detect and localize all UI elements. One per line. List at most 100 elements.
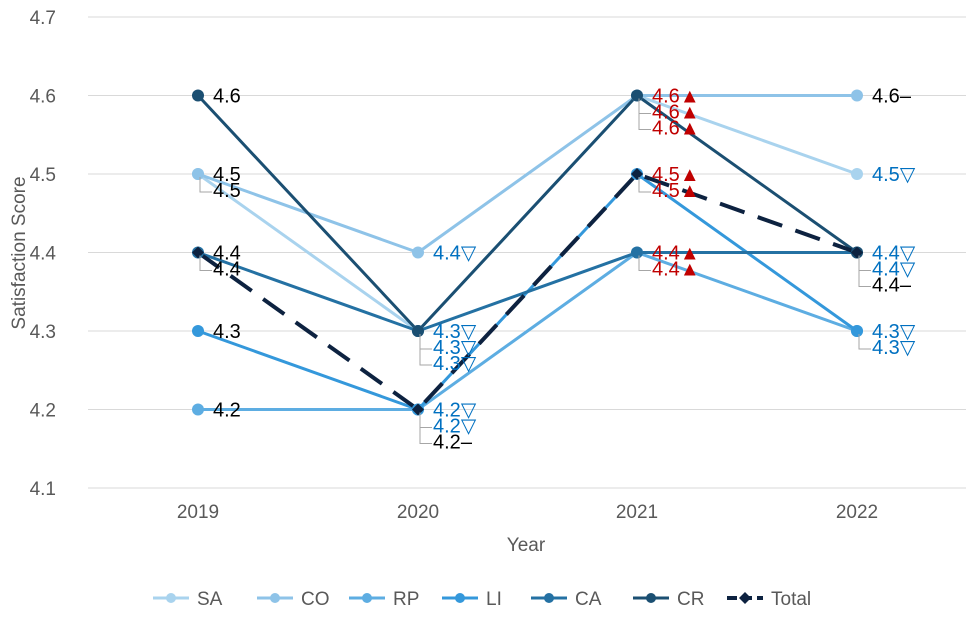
legend-swatch-marker [166, 593, 176, 603]
y-tick-label: 4.3 [30, 322, 56, 343]
data-label-value: 4.4 [213, 259, 241, 281]
legend-label: Total [771, 589, 811, 610]
y-tick-label: 4.1 [30, 479, 56, 500]
data-point [192, 325, 204, 337]
data-label-value: 4.6 [213, 86, 241, 108]
trend-symbol: ▲ [680, 243, 700, 265]
trend-symbol: ▽ [900, 337, 916, 359]
data-label: 4.6– [872, 86, 912, 108]
legend-swatch-marker [646, 593, 656, 603]
data-label-value: 4.3 [213, 321, 241, 343]
data-label: 4.6▲ [652, 86, 700, 108]
data-point [192, 403, 204, 416]
data-label: 4.6▲ [652, 118, 700, 140]
data-label-value: 4.3 [872, 321, 900, 343]
data-label: 4.2▽ [433, 400, 477, 422]
y-axis-ticks: 4.1 4.2 4.3 4.4 4.5 4.6 4.7 [30, 8, 57, 500]
leader-line [858, 255, 871, 271]
data-label-value: 4.5 [652, 180, 680, 202]
y-axis-title: Satisfaction Score [9, 176, 30, 329]
data-label-value: 4.3 [433, 337, 461, 359]
data-label-value: 4.4 [652, 243, 680, 265]
data-label: 4.4▽ [433, 243, 477, 265]
data-label: 4.4 [213, 243, 241, 265]
trend-symbol: ▽ [900, 243, 916, 265]
data-label: 4.3▽ [872, 321, 916, 343]
data-label: 4.5▽ [872, 164, 916, 186]
y-tick-label: 4.6 [30, 87, 56, 108]
data-point [851, 325, 863, 337]
series-line-rp [198, 251, 858, 411]
trend-symbol: ▽ [461, 321, 477, 343]
legend-label: CR [677, 589, 704, 610]
trend-symbol: – [900, 86, 912, 108]
leader-line [858, 334, 871, 350]
series-line-total [196, 172, 858, 412]
y-tick-label: 4.5 [30, 165, 56, 186]
series-lines [196, 94, 858, 412]
data-label-value: 4.5 [872, 164, 900, 186]
data-label-value: 4.6 [652, 118, 680, 140]
data-point [412, 246, 424, 259]
data-label-value: 4.6 [652, 86, 680, 108]
y-tick-label: 4.7 [30, 8, 56, 29]
data-label: 4.5 [213, 164, 241, 186]
data-label-value: 4.4 [652, 259, 680, 281]
legend-label: RP [393, 589, 419, 610]
trend-symbol: ▲ [680, 164, 700, 186]
data-label: 4.5▲ [652, 164, 700, 186]
data-point [631, 168, 643, 180]
legend-item-rp: RP [349, 589, 419, 610]
data-label: 4.4▽ [872, 259, 916, 281]
data-label: 4.5▲ [652, 180, 700, 202]
data-label: 4.4▲ [652, 259, 700, 281]
data-point [631, 246, 643, 259]
data-label-value: 4.6 [872, 86, 900, 108]
trend-symbol: ▽ [461, 400, 477, 422]
data-point [192, 168, 204, 180]
data-label-value: 4.2 [433, 400, 461, 422]
trend-symbol: ▲ [680, 259, 700, 281]
legend-swatch-marker [544, 593, 554, 603]
data-labels: 4.54.54.24.34.44.44.64.3▽4.3▽4.3▽4.4▽4.2… [199, 86, 916, 454]
y-tick-label: 4.4 [30, 244, 57, 265]
data-label: 4.6 [213, 86, 241, 108]
data-label-value: 4.4 [872, 259, 900, 281]
trend-symbol: ▽ [900, 164, 916, 186]
trend-symbol: – [461, 432, 473, 454]
legend-item-ca: CA [531, 589, 602, 610]
data-label: 4.4▲ [652, 243, 700, 265]
leader-line [858, 255, 871, 287]
data-label-value: 4.5 [652, 164, 680, 186]
leader-line [638, 255, 651, 271]
data-label-value: 4.2 [213, 400, 241, 422]
legend-swatch-marker [362, 593, 372, 603]
data-label: 4.2– [433, 432, 473, 454]
legend-label: CO [301, 589, 330, 610]
data-point [851, 168, 863, 180]
trend-symbol: ▽ [461, 243, 477, 265]
data-label-value: 4.3 [872, 337, 900, 359]
data-point [851, 246, 863, 259]
leader-line [419, 412, 432, 428]
series-markers [192, 89, 863, 416]
series-line-ca [197, 251, 857, 333]
data-label: 4.4▽ [872, 243, 916, 265]
data-label: 4.5 [213, 180, 241, 202]
leader-line [199, 177, 212, 193]
data-label-value: 4.4 [872, 275, 900, 297]
trend-symbol: ▲ [680, 86, 700, 108]
data-label-value: 4.4 [433, 243, 461, 265]
legend-swatch-marker [455, 593, 465, 603]
legend: SA CO RP LI CA CR Total [153, 589, 811, 610]
x-axis-title: Year [507, 535, 546, 556]
legend-swatch-marker [270, 593, 280, 603]
legend-item-sa: SA [153, 589, 223, 610]
trend-symbol: ▲ [680, 102, 700, 124]
trend-symbol: ▽ [900, 321, 916, 343]
data-label: 4.3▽ [433, 321, 477, 343]
legend-label: LI [486, 589, 502, 610]
legend-label: SA [197, 589, 223, 610]
data-label-value: 4.3 [433, 321, 461, 343]
